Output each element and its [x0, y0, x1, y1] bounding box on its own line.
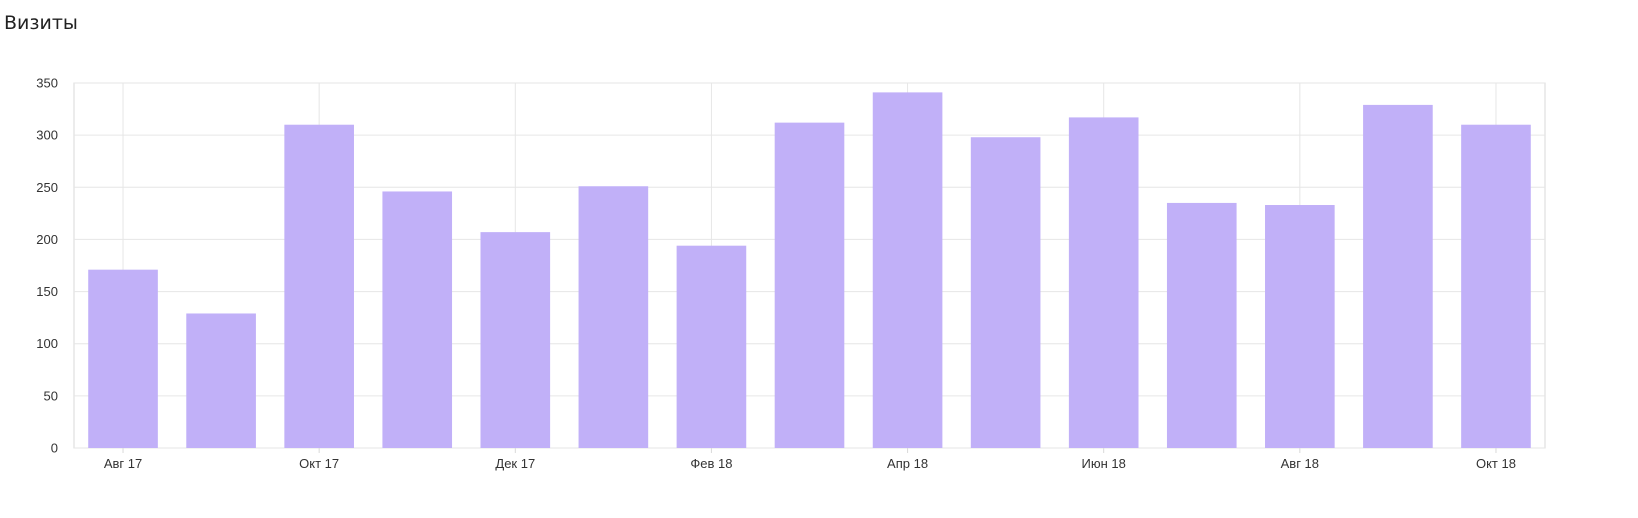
y-tick-label: 200	[36, 232, 58, 247]
y-tick-label: 50	[44, 388, 58, 403]
x-tick-label: Фев 18	[690, 456, 732, 471]
bar[interactable]	[1166, 202, 1237, 448]
y-tick-label: 150	[36, 284, 58, 299]
y-tick-label: 100	[36, 336, 58, 351]
bar[interactable]	[186, 313, 256, 448]
x-tick-label: Окт 17	[299, 456, 339, 471]
x-tick-label: Июн 18	[1082, 456, 1126, 471]
x-tick-label: Апр 18	[887, 456, 928, 471]
bar[interactable]	[578, 186, 649, 448]
bar[interactable]	[676, 245, 747, 448]
bar[interactable]	[872, 92, 943, 448]
bar[interactable]	[1068, 117, 1139, 449]
y-tick-label: 300	[36, 128, 58, 143]
bar[interactable]	[480, 232, 551, 448]
y-tick-label: 350	[36, 76, 58, 91]
y-tick-label: 0	[51, 441, 58, 456]
y-axis: 0 50 100 150 200 250 300 350	[36, 76, 58, 456]
bar[interactable]	[774, 122, 845, 448]
x-tick-label: Авг 17	[104, 456, 142, 471]
x-tick-label: Окт 18	[1476, 456, 1516, 471]
y-tick-label: 250	[36, 180, 58, 195]
bars	[88, 92, 1531, 449]
bar[interactable]	[1363, 104, 1433, 449]
bar[interactable]	[88, 269, 158, 448]
x-axis: Авг 17 Окт 17 Дек 17 Фев 18 Апр 18 Июн 18 Авг …	[104, 448, 1516, 471]
bar[interactable]	[970, 137, 1041, 448]
bar[interactable]	[284, 124, 354, 448]
x-tick-label: Авг 18	[1281, 456, 1319, 471]
bar[interactable]	[1461, 124, 1531, 448]
bar[interactable]	[1265, 205, 1335, 448]
chart-title: Визиты	[4, 12, 78, 34]
x-tick-label: Дек 17	[495, 456, 535, 471]
bar[interactable]	[382, 191, 453, 448]
